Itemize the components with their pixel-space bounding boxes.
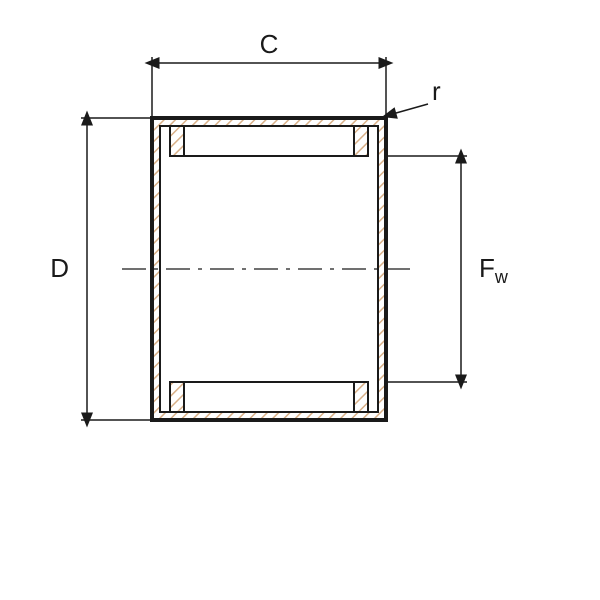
roller-top-cap-right	[354, 126, 368, 156]
dim-fw-label: Fw	[479, 253, 509, 287]
roller-top-cap-left	[170, 126, 184, 156]
dim-c-label: C	[260, 29, 279, 59]
bearing-diagram: C D Fw r	[0, 0, 600, 600]
dim-r-label: r	[432, 76, 441, 106]
roller-bottom-cap-right	[354, 382, 368, 412]
roller-bottom-cap-left	[170, 382, 184, 412]
dim-r-leader	[389, 104, 428, 115]
roller-top	[170, 126, 368, 156]
dim-d-label: D	[50, 253, 69, 283]
roller-bottom	[170, 382, 368, 412]
